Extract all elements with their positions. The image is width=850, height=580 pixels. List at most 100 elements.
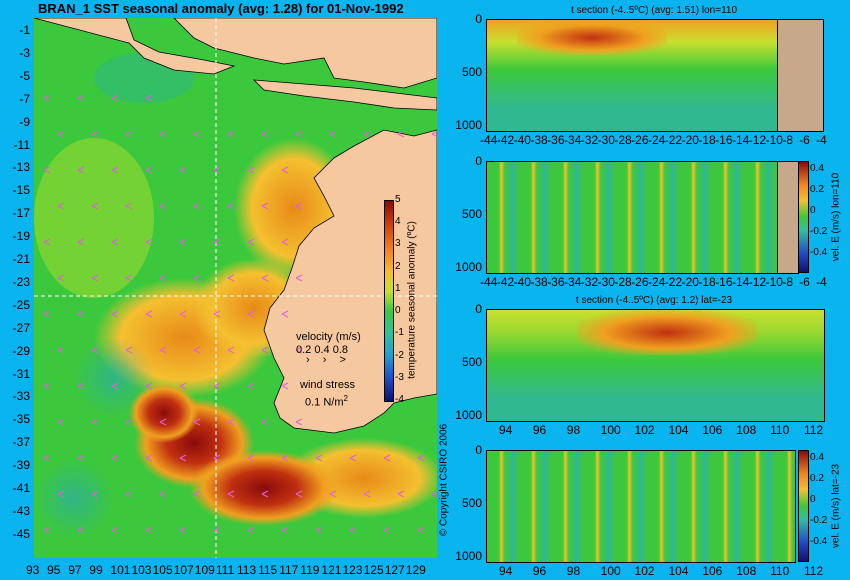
section-x-tick: -30 (597, 275, 615, 289)
wind-arrow (159, 130, 167, 138)
map-y-tick-label: -23 (12, 274, 30, 289)
wind-arrow (383, 454, 391, 462)
warm-layer (517, 20, 667, 55)
map-x-tick-label: 105 (152, 563, 173, 577)
wind-arrow (227, 202, 235, 210)
wind-arrow (125, 346, 133, 354)
map-x-tick-label: 99 (89, 563, 103, 577)
section-y-tick: 500 (461, 354, 482, 369)
wind-arrow (261, 274, 269, 282)
wind-arrow (43, 526, 51, 534)
section-x-tick: 112 (804, 564, 824, 578)
section-x-tick: -8 (782, 275, 794, 289)
section-x-tick: -26 (631, 133, 649, 147)
sst-colorbar-tick: -4 (395, 394, 404, 405)
sst-colorbar (384, 200, 394, 402)
section-x-tick: -36 (547, 275, 565, 289)
section-x-tick: -4 (816, 133, 827, 147)
temperature-section-plot (486, 19, 778, 132)
section-x-tick: -26 (631, 275, 649, 289)
wind-arrow (125, 202, 133, 210)
section-x-tick: 94 (499, 423, 513, 437)
wind-arrow (57, 274, 65, 282)
wind-arrow (91, 274, 99, 282)
wind-arrows (43, 94, 437, 534)
section-y-tick: 0 (475, 302, 482, 316)
wind-arrow (111, 94, 119, 102)
land-indonesia (34, 18, 236, 75)
sst-colorbar-tick: -3 (395, 371, 404, 383)
velocity-legend-values: 0.2 0.4 0.8 (296, 344, 348, 356)
wind-legend-title: wind stress (300, 379, 356, 391)
velocity-colorbar-tick: 0 (810, 205, 816, 216)
section-x-tick: 98 (566, 423, 581, 437)
wind-arrow (193, 274, 201, 282)
wind-arrow (227, 418, 235, 426)
wind-arrow (363, 490, 371, 498)
wind-arrow (145, 526, 153, 534)
map-y-tick-label: -11 (13, 137, 30, 152)
map-y-tick-label: -15 (12, 183, 30, 198)
velocity-colorbar-label: vel. E (m/s) lat=-23 (830, 463, 842, 548)
section-x-tick: -38 (530, 275, 548, 289)
wind-arrow (397, 130, 405, 138)
section-x-tick: -12 (748, 133, 767, 147)
map-x-tick-label: 129 (405, 563, 426, 577)
section-x-tick: 112 (804, 423, 824, 437)
wind-arrow (247, 526, 255, 534)
wind-arrow (159, 490, 167, 498)
map-x-tick-label: 95 (47, 563, 61, 577)
wind-arrow (247, 166, 255, 174)
wind-arrow (193, 202, 201, 210)
section-x-tick: 102 (634, 423, 655, 437)
map-y-tick-label: -17 (12, 206, 30, 221)
section-x-tick: 96 (532, 423, 547, 437)
sst-colorbar-tick: 4 (395, 216, 401, 228)
warm-layer (577, 310, 757, 355)
copyright-notice: © Copyright CSIRO 2006 (438, 423, 450, 537)
wind-arrow (227, 490, 235, 498)
section-x-tick: -38 (530, 133, 548, 147)
section-x-tick: 104 (668, 564, 689, 578)
section-x-tick: -40 (513, 133, 531, 147)
wind-arrow (295, 202, 303, 210)
wind-arrow (247, 238, 255, 246)
section-x-tick: -16 (715, 133, 733, 147)
wind-arrow (159, 418, 167, 426)
map-x-tick-label: 113 (237, 563, 257, 577)
wind-arrow (431, 130, 437, 138)
wind-arrow (179, 454, 187, 462)
wind-arrow (145, 310, 153, 318)
section-x-tick: 98 (566, 564, 581, 578)
wind-arrow (261, 418, 269, 426)
map-x-tick-label: 119 (300, 563, 320, 577)
wind-arrow (329, 130, 337, 138)
section-x-tick: -18 (698, 133, 716, 147)
wind-arrow (261, 202, 269, 210)
map-x-tick-label: 97 (68, 563, 82, 577)
wind-arrow (247, 454, 255, 462)
wind-arrow (179, 238, 187, 246)
map-y-tick-label: -3 (19, 45, 30, 60)
section-x-tick: -40 (513, 275, 531, 289)
section-x-tick: 108 (736, 564, 757, 578)
wind-arrow (91, 202, 99, 210)
section-x-tick: -36 (547, 133, 565, 147)
wind-arrow (159, 346, 167, 354)
map-x-tick-label: 117 (279, 563, 299, 577)
section-y-tick: 0 (475, 154, 482, 168)
map-x-tick-label: 109 (194, 563, 215, 577)
map-x-tick-label: 125 (363, 563, 384, 577)
map-x-tick-label: 107 (173, 563, 194, 577)
wind-arrow (77, 454, 85, 462)
wind-arrow (281, 454, 289, 462)
wind-arrow (213, 382, 221, 390)
section-x-tick: 106 (702, 423, 723, 437)
wind-arrow (431, 490, 437, 498)
map-y-tick-label: -5 (19, 68, 30, 83)
wind-arrow (91, 130, 99, 138)
wind-arrow (145, 454, 153, 462)
map-y-tick-label: -33 (12, 389, 30, 404)
section-x-tick: -28 (614, 275, 632, 289)
section-x-tick: -32 (580, 133, 599, 147)
